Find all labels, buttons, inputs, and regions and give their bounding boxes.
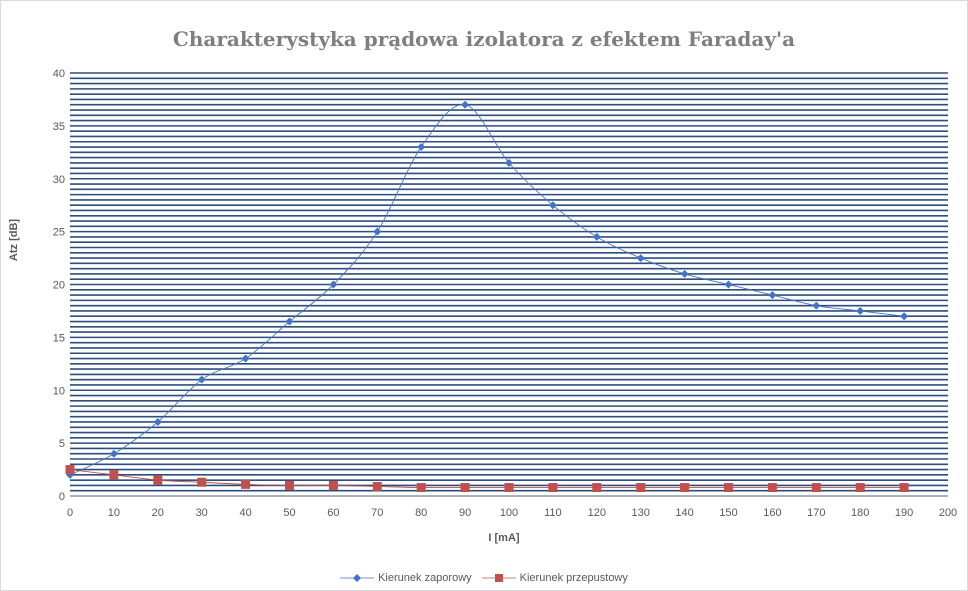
x-axis-title: I [mA] (488, 532, 520, 544)
data-point-square (548, 483, 558, 493)
x-tick-label: 30 (196, 507, 208, 519)
x-tick-label: 70 (371, 507, 383, 519)
data-point-square (153, 475, 163, 485)
data-point-square (636, 483, 646, 493)
data-point-diamond (768, 291, 777, 300)
x-tick-label: 100 (500, 507, 518, 519)
x-tick-label: 140 (675, 507, 693, 519)
x-tick-labels: 0 10 20 30 40 50 60 70 80 90 100 110 120 130 140 150 160… (67, 507, 957, 519)
x-tick-label: 60 (327, 507, 339, 519)
series-1 (66, 100, 909, 479)
legend-item-series-1: Kierunek zaporowy (340, 572, 472, 584)
data-point-square (197, 477, 207, 487)
data-point-square (65, 465, 75, 475)
chart-title: Charakterystyka prądowa izolatora z efek… (172, 27, 796, 51)
y-tick-label: 15 (53, 332, 65, 344)
data-point-diamond (329, 280, 338, 289)
legend-item-series-2: Kierunek przepustowy (481, 572, 628, 584)
data-point-square (416, 483, 426, 493)
x-tick-label: 110 (544, 507, 562, 519)
data-point-diamond (636, 254, 645, 263)
x-tick-label: 190 (895, 507, 913, 519)
data-point-diamond (592, 232, 601, 241)
series-line (69, 104, 905, 476)
x-tick-label: 130 (632, 507, 650, 519)
data-point-diamond (461, 100, 470, 109)
data-point-square (504, 483, 514, 493)
y-axis-title: Atz [dB] (8, 219, 20, 261)
data-point-square (372, 481, 382, 491)
legend-marker-diamond (340, 574, 375, 582)
data-point-diamond (285, 317, 294, 326)
y-tick-label: 20 (53, 280, 65, 292)
x-tick-label: 20 (152, 507, 164, 519)
y-tick-label: 35 (53, 121, 65, 133)
data-point-diamond (241, 354, 250, 363)
legend: Kierunek zaporowy Kierunek przepustowy (0, 572, 968, 584)
data-point-square (460, 483, 470, 493)
x-tick-label: 10 (108, 507, 120, 519)
x-tick-label: 0 (67, 507, 73, 519)
x-tick-label: 150 (719, 507, 737, 519)
y-tick-label: 30 (53, 174, 65, 186)
x-tick-label: 120 (588, 507, 606, 519)
data-point-diamond (197, 375, 206, 384)
data-point-square (899, 483, 909, 493)
x-tick-label: 160 (763, 507, 781, 519)
x-tick-label: 200 (939, 507, 957, 519)
y-tick-label: 0 (59, 491, 65, 503)
legend-label: Kierunek zaporowy (378, 572, 472, 584)
data-point-diamond (417, 143, 426, 152)
x-tick-label: 180 (851, 507, 869, 519)
data-series (65, 100, 909, 493)
data-point-square (680, 483, 690, 493)
legend-label: Kierunek przepustowy (519, 572, 628, 584)
data-point-diamond (548, 201, 557, 210)
data-point-square (285, 480, 294, 490)
data-point-square (767, 483, 777, 493)
data-point-square (724, 483, 733, 493)
data-point-square (328, 480, 338, 490)
data-point-square (592, 483, 602, 493)
data-point-square (855, 483, 865, 493)
data-point-diamond (812, 301, 821, 310)
x-tick-label: 50 (283, 507, 295, 519)
data-point-diamond (373, 227, 382, 236)
data-point-diamond (900, 312, 909, 321)
data-point-diamond (680, 269, 689, 278)
y-tick-labels: 0 5 10 15 20 25 30 35 40 (53, 68, 65, 503)
series-2 (65, 465, 909, 493)
data-point-square (811, 483, 821, 493)
legend-marker-square (481, 574, 516, 582)
x-tick-label: 170 (807, 507, 825, 519)
data-point-diamond (505, 158, 513, 167)
gridlines (70, 72, 948, 497)
y-tick-label: 40 (53, 68, 65, 80)
y-tick-label: 5 (59, 438, 65, 450)
data-point-diamond (153, 417, 162, 426)
x-tick-label: 40 (239, 507, 251, 519)
data-point-diamond (109, 449, 118, 458)
data-point-square (241, 479, 251, 489)
y-tick-label: 10 (53, 385, 65, 397)
x-tick-label: 80 (415, 507, 427, 519)
data-point-diamond (856, 306, 865, 315)
data-point-square (109, 470, 119, 480)
y-tick-label: 25 (53, 227, 65, 239)
data-point-diamond (724, 280, 733, 289)
x-tick-label: 90 (459, 507, 471, 519)
